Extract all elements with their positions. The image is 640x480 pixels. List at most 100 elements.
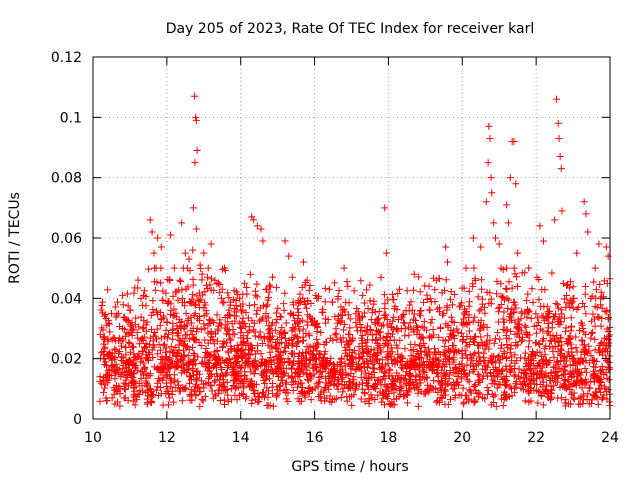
roti-point — [532, 329, 540, 337]
roti-point — [415, 385, 423, 393]
roti-point — [202, 345, 210, 353]
roti-point — [264, 333, 272, 341]
roti-point — [195, 312, 203, 320]
roti-point — [154, 392, 162, 400]
roti-point — [393, 306, 401, 314]
roti-point — [589, 371, 597, 379]
roti-point — [529, 298, 537, 306]
roti-point — [192, 390, 200, 398]
roti-point — [604, 313, 612, 321]
roti-point — [552, 369, 560, 377]
roti-point — [441, 343, 449, 351]
roti-point — [201, 336, 209, 344]
roti-point — [587, 377, 595, 385]
roti-point — [602, 243, 610, 251]
roti-point — [223, 378, 231, 386]
roti-point — [485, 387, 493, 395]
roti-point — [110, 355, 118, 363]
roti-point — [446, 333, 454, 341]
roti-point — [229, 365, 237, 373]
roti-point — [600, 371, 608, 379]
roti-point — [293, 383, 301, 391]
roti-point — [288, 327, 296, 335]
roti-point — [495, 352, 503, 360]
roti-point — [379, 389, 387, 397]
roti-point — [252, 291, 260, 299]
roti-point — [561, 363, 569, 371]
roti-point — [148, 391, 156, 399]
roti-point — [407, 371, 415, 379]
roti-point — [556, 153, 564, 161]
roti-point — [483, 391, 491, 399]
roti-point — [357, 327, 365, 335]
roti-point — [513, 283, 521, 291]
roti-point — [361, 390, 369, 398]
roti-point — [483, 372, 491, 380]
roti-point — [359, 291, 367, 299]
roti-point — [445, 336, 453, 344]
roti-point — [420, 318, 428, 326]
roti-point — [535, 296, 543, 304]
roti-point — [258, 370, 266, 378]
roti-point — [279, 330, 287, 338]
roti-point — [230, 369, 238, 377]
roti-point — [504, 219, 512, 227]
roti-point — [111, 345, 119, 353]
roti-point — [207, 286, 215, 294]
roti-point — [159, 296, 167, 304]
roti-point — [580, 198, 588, 206]
roti-point — [388, 372, 396, 380]
roti-point — [288, 341, 296, 349]
roti-point — [431, 286, 439, 294]
roti-point — [497, 368, 505, 376]
roti-point — [291, 317, 299, 325]
roti-point — [388, 381, 396, 389]
roti-point — [372, 318, 380, 326]
roti-point — [250, 387, 258, 395]
roti-point — [178, 397, 186, 405]
roti-point — [131, 401, 139, 409]
roti-point — [206, 364, 214, 372]
roti-point — [155, 375, 163, 383]
roti-point — [328, 298, 336, 306]
roti-point — [423, 373, 431, 381]
roti-point — [259, 237, 267, 245]
roti-point — [171, 376, 179, 384]
roti-point — [441, 286, 449, 294]
roti-point — [158, 315, 166, 323]
roti-point — [305, 373, 313, 381]
roti-point — [546, 307, 554, 315]
roti-point — [536, 222, 544, 230]
roti-point — [600, 277, 608, 285]
roti-point — [525, 365, 533, 373]
roti-point — [496, 380, 504, 388]
roti-point — [300, 336, 308, 344]
roti-point — [257, 350, 265, 358]
roti-point — [273, 284, 281, 292]
roti-point — [478, 338, 486, 346]
roti-point — [562, 384, 570, 392]
roti-point — [276, 381, 284, 389]
roti-point — [252, 381, 260, 389]
roti-point — [190, 349, 198, 357]
roti-point — [134, 276, 142, 284]
roti-point — [525, 343, 533, 351]
roti-point — [502, 354, 510, 362]
roti-point — [507, 327, 515, 335]
roti-point — [226, 312, 234, 320]
roti-point — [101, 381, 109, 389]
roti-point — [483, 363, 491, 371]
roti-point — [337, 338, 345, 346]
roti-point — [371, 308, 379, 316]
roti-point — [475, 393, 483, 401]
roti-point — [272, 309, 280, 317]
roti-point — [132, 364, 140, 372]
roti-point — [433, 370, 441, 378]
roti-point — [472, 332, 480, 340]
roti-point — [440, 387, 448, 395]
roti-point — [296, 397, 304, 405]
roti-point — [502, 326, 510, 334]
roti-point — [125, 367, 133, 375]
roti-point — [584, 228, 592, 236]
roti-point — [147, 311, 155, 319]
